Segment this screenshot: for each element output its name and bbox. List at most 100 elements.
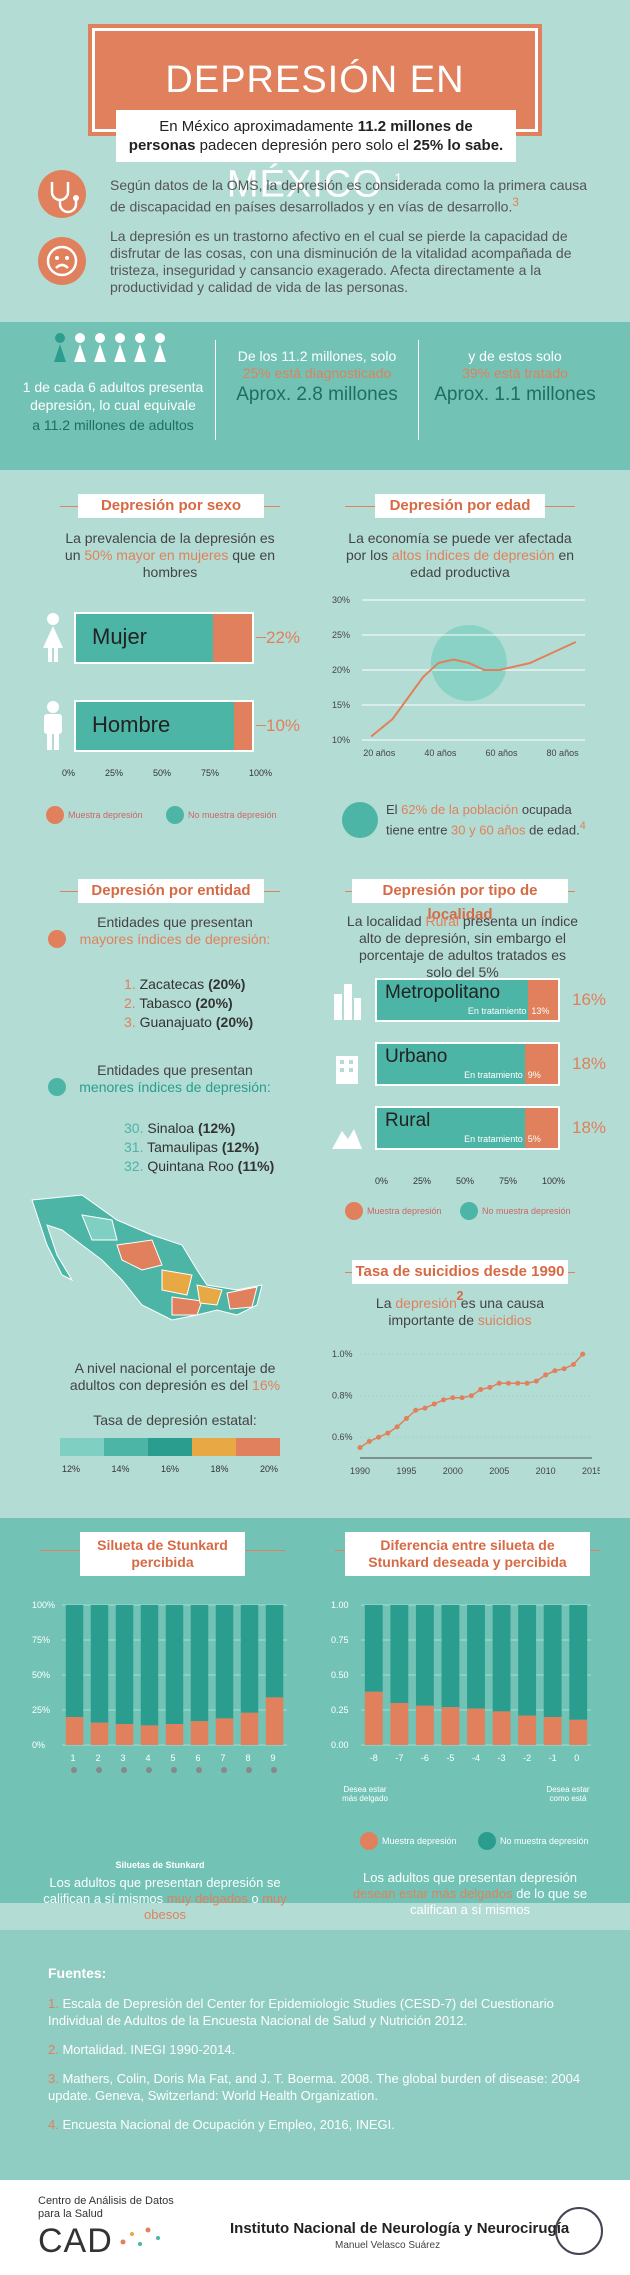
suicidios-desc-d: suicidios — [477, 1312, 532, 1328]
legend-label: Muestra depresión — [68, 810, 143, 820]
list-value: (12%) — [221, 1139, 260, 1155]
smile-face-icon — [478, 1832, 496, 1850]
tick-label: 1995 — [396, 1466, 416, 1476]
city-icon — [334, 984, 361, 1020]
loc-bar-orange — [524, 1044, 558, 1084]
institute-sub: Manuel Velasco Suárez — [335, 2240, 441, 2251]
tick-label: 1.0% — [332, 1349, 353, 1359]
loc-bar-teal — [377, 1044, 527, 1084]
intro-bold-b: 25% lo sabe. — [413, 137, 504, 154]
bar-teal — [467, 1605, 485, 1709]
tick: 50% — [455, 1176, 474, 1186]
scale-cell — [60, 1438, 104, 1456]
x-tick: 3 — [121, 1753, 126, 1763]
stunkard-title-a: Silueta de Stunkard — [97, 1537, 228, 1553]
list-name: Guanajuato — [139, 1014, 216, 1030]
edad-note: El — [386, 802, 402, 817]
tick-label: 2000 — [443, 1466, 463, 1476]
x-tick: -7 — [395, 1753, 403, 1763]
bar-orange — [240, 1712, 259, 1745]
data-point — [524, 1380, 530, 1386]
stethoscope-icon — [38, 170, 86, 218]
bar-orange — [65, 1717, 84, 1745]
fuente-text: Escala de Depresión del Center for Epide… — [48, 1996, 554, 2028]
tick-label: 50% — [32, 1670, 50, 1680]
title-text: DEPRESIÓN EN MÉXICO — [165, 59, 465, 206]
silhouette-icon — [271, 1767, 277, 1773]
tick-label: 75% — [32, 1635, 50, 1645]
bar-teal — [390, 1605, 409, 1703]
sexo-ticks: 0% 25% 50% 75% 100% — [62, 768, 272, 778]
x-tick: 0 — [574, 1753, 579, 1763]
x-tick: 7 — [221, 1753, 226, 1763]
cad-name: Centro de Análisis de Datos para la Salud — [38, 2195, 174, 2221]
silhouette-icon — [171, 1767, 177, 1773]
data-point — [441, 1397, 447, 1403]
section-header-localidad: Depresión por tipo de localidad — [352, 879, 568, 923]
bar-orange — [90, 1722, 109, 1745]
bar-teal — [265, 1605, 284, 1698]
stat2-value: Aprox. 2.8 millones — [236, 384, 398, 405]
edad-desc: La economía se puede ver afectada por lo… — [345, 530, 572, 563]
tick: 50% — [152, 768, 171, 778]
list-name: Zacatecas — [139, 976, 209, 992]
stat1-text: 1 de cada 6 adultos presenta depresión, … — [22, 379, 204, 413]
tick-label: 0.75 — [331, 1635, 349, 1645]
loc-bar-teal — [377, 980, 531, 1020]
bar-orange — [518, 1715, 537, 1745]
loc-bar: Urbano En tratamiento 9% — [375, 1042, 560, 1086]
data-point — [468, 1393, 474, 1399]
x-tick: 4 — [146, 1753, 151, 1763]
person-icon — [75, 333, 85, 343]
legend-label: No muestra depresión — [482, 1206, 571, 1216]
tick: 0% — [375, 1176, 389, 1186]
mexico-map — [31, 1194, 263, 1321]
bar-orange — [364, 1691, 383, 1745]
fuente-number: 2. — [48, 2042, 59, 2057]
loc-label: Metropolitano — [385, 982, 501, 1003]
bar-teal — [65, 1605, 84, 1717]
tick-label: 20 años — [363, 748, 396, 758]
loc-sub: En tratamiento — [464, 1070, 523, 1080]
nacional-pct: 16% — [252, 1377, 281, 1393]
localidad-desc: La localidad — [346, 913, 426, 929]
silhouette-icon — [196, 1767, 202, 1773]
tick-label: 0.8% — [332, 1391, 353, 1401]
stunkard-caption: Los adultos que presentan depresión se c… — [43, 1875, 281, 1906]
loc-pct: 16% — [572, 990, 607, 1009]
stat2-pct: 25% está diagnosticado — [242, 365, 392, 381]
title-sup: 1 — [394, 170, 404, 186]
list-number: 2. — [124, 995, 140, 1011]
bar-teal — [165, 1605, 184, 1724]
stunkard-caption-d: muy obesos — [144, 1891, 287, 1922]
person-icon-body — [94, 344, 106, 362]
diferencia-chart: 1.00 0.75 0.50 0.25 0.00 -8 -7 -6 -5 -4 -3 -2 -1 0 — [331, 1600, 591, 1763]
silhouette-icon — [146, 1767, 152, 1773]
mayores-list: 1. Zacatecas (20%) 2. Tabasco (20%) 3. Gua… — [124, 975, 253, 1032]
tick-label: 2015 — [582, 1466, 600, 1476]
bar-orange — [140, 1725, 159, 1745]
loc-bar: Rural En tratamiento 5% — [375, 1106, 560, 1150]
nacional-text: A nivel nacional el porcentaje de adulto… — [69, 1360, 276, 1393]
loc-pct: 18% — [572, 1054, 607, 1073]
x-tick: -4 — [472, 1753, 480, 1763]
loc-label: Rural — [385, 1110, 431, 1131]
legend-no-muestra: No muestra depresión — [166, 806, 277, 824]
edad-desc-c: en edad productiva — [410, 547, 575, 580]
tick: 0% — [62, 768, 76, 778]
color-scale — [60, 1438, 280, 1456]
section-header-stunkard: Silueta de Stunkard percibida — [80, 1532, 245, 1576]
tick: 16% — [160, 1464, 179, 1474]
tick: 25% — [104, 768, 123, 778]
x-tick: -6 — [421, 1753, 429, 1763]
silhouette-icon — [121, 1767, 127, 1773]
data-point — [496, 1380, 502, 1386]
man-icon — [44, 701, 62, 750]
mayores-title: mayores índices de depresión: — [79, 931, 271, 947]
diferencia-title-b: Stunkard deseada y percibida — [368, 1554, 567, 1570]
list-number: 1. — [124, 976, 140, 992]
list-number: 32. — [124, 1158, 148, 1174]
suicidios-desc-b: depresión — [395, 1295, 457, 1311]
page-title: DEPRESIÓN EN MÉXICO 1 — [95, 31, 535, 234]
data-point — [552, 1368, 558, 1374]
